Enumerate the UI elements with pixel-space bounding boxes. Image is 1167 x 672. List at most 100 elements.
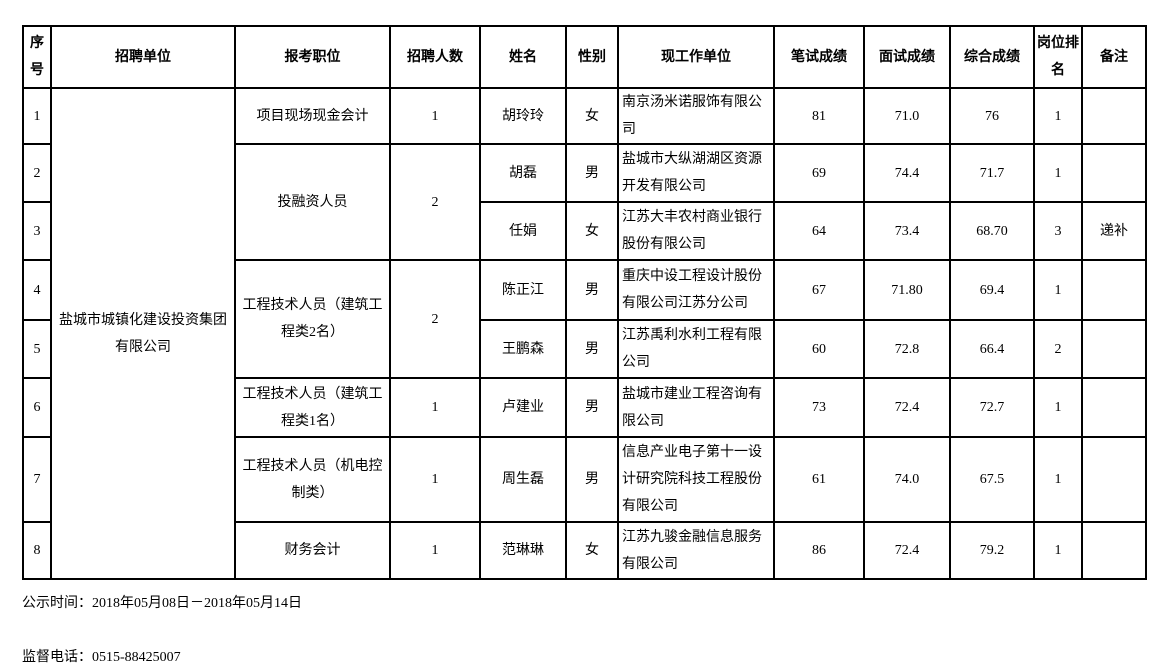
cell-interview-score: 72.8 (864, 320, 950, 378)
column-header-rank: 岗位排名 (1034, 26, 1082, 88)
cell-overall-score: 66.4 (950, 320, 1034, 378)
cell-gender: 男 (566, 144, 618, 202)
cell-rank: 2 (1034, 320, 1082, 378)
cell-count: 1 (390, 522, 480, 579)
cell-count: 1 (390, 88, 480, 144)
cell-name: 陈正江 (480, 260, 566, 320)
table-row-4: 4 工程技术人员（建筑工程类2名） 2 陈正江 男 重庆中设工程设计股份有限公司… (23, 260, 1146, 378)
cell-seq: 8 (23, 522, 51, 579)
cell-position: 工程技术人员（建筑工程类2名） (235, 260, 390, 378)
cell-position: 工程技术人员（建筑工程类1名） (235, 378, 390, 437)
cell-written-score: 81 (774, 88, 864, 144)
recruitment-results-table: 序号 招聘单位 报考职位 招聘人数 姓名 性别 现工作单位 笔试成绩 面试成绩 … (22, 25, 1147, 580)
cell-position: 投融资人员 (235, 144, 390, 260)
announcement-page: 序号 招聘单位 报考职位 招聘人数 姓名 性别 现工作单位 笔试成绩 面试成绩 … (0, 25, 1167, 672)
cell-overall-score: 79.2 (950, 522, 1034, 579)
cell-interview-score: 72.4 (864, 378, 950, 437)
cell-rank: 1 (1034, 144, 1082, 202)
cell-overall-score: 69.4 (950, 260, 1034, 320)
cell-note (1082, 144, 1146, 202)
cell-name: 任娟 (480, 202, 566, 260)
cell-gender: 男 (566, 260, 618, 320)
cell-overall-score: 72.7 (950, 378, 1034, 437)
publicity-period-label: 公示时间： (22, 596, 92, 611)
cell-position: 财务会计 (235, 522, 390, 579)
cell-overall-score: 71.7 (950, 144, 1034, 202)
cell-note (1082, 437, 1146, 522)
column-header-position: 报考职位 (235, 26, 390, 88)
cell-rank: 1 (1034, 88, 1082, 144)
cell-gender: 男 (566, 378, 618, 437)
cell-seq: 4 (23, 260, 51, 320)
table-row-2: 2 投融资人员 2 胡磊 男 盐城市大纵湖湖区资源开发有限公司 69 74.4 … (23, 144, 1146, 260)
cell-note (1082, 522, 1146, 579)
cell-written-score: 61 (774, 437, 864, 522)
cell-work-unit: 南京汤米诺服饰有限公司 (618, 88, 774, 144)
cell-overall-score: 67.5 (950, 437, 1034, 522)
cell-name: 卢建业 (480, 378, 566, 437)
cell-written-score: 67 (774, 260, 864, 320)
cell-rank: 1 (1034, 522, 1082, 579)
column-header-gender: 性别 (566, 26, 618, 88)
cell-work-unit: 江苏大丰农村商业银行股份有限公司 (618, 202, 774, 260)
column-header-written-score: 笔试成绩 (774, 26, 864, 88)
column-header-overall-score: 综合成绩 (950, 26, 1034, 88)
cell-note (1082, 260, 1146, 320)
cell-name: 胡磊 (480, 144, 566, 202)
cell-seq: 7 (23, 437, 51, 522)
cell-gender: 男 (566, 320, 618, 378)
cell-count: 1 (390, 437, 480, 522)
cell-gender: 女 (566, 522, 618, 579)
cell-work-unit: 信息产业电子第十一设计研究院科技工程股份有限公司 (618, 437, 774, 522)
table-row-7: 7 工程技术人员（机电控制类） 1 周生磊 男 信息产业电子第十一设计研究院科技… (23, 437, 1146, 522)
cell-name: 周生磊 (480, 437, 566, 522)
cell-work-unit: 重庆中设工程设计股份有限公司江苏分公司 (618, 260, 774, 320)
cell-rank: 1 (1034, 260, 1082, 320)
cell-written-score: 73 (774, 378, 864, 437)
supervision-phone: 监督电话：0515-88425007 (22, 646, 1167, 666)
cell-note: 递补 (1082, 202, 1146, 260)
cell-written-score: 86 (774, 522, 864, 579)
cell-seq: 6 (23, 378, 51, 437)
footer-notes: 公示时间：2018年05月08日－2018年05月14日 监督电话：0515-8… (22, 592, 1167, 666)
table-row-1: 1 盐城市城镇化建设投资集团有限公司 项目现场现金会计 1 胡玲玲 女 南京汤米… (23, 88, 1146, 579)
cell-note (1082, 378, 1146, 437)
header-row: 序号 招聘单位 报考职位 招聘人数 姓名 性别 现工作单位 笔试成绩 面试成绩 … (23, 26, 1146, 88)
column-header-seq: 序号 (23, 26, 51, 88)
cell-interview-score: 71.0 (864, 88, 950, 144)
cell-seq: 1 (23, 88, 51, 144)
cell-name: 范琳琳 (480, 522, 566, 579)
cell-work-unit: 盐城市大纵湖湖区资源开发有限公司 (618, 144, 774, 202)
cell-work-unit: 盐城市建业工程咨询有限公司 (618, 378, 774, 437)
column-header-interview-score: 面试成绩 (864, 26, 950, 88)
cell-written-score: 64 (774, 202, 864, 260)
cell-interview-score: 74.4 (864, 144, 950, 202)
supervision-phone-value: 0515-88425007 (92, 650, 181, 665)
cell-overall-score: 68.70 (950, 202, 1034, 260)
cell-interview-score: 71.80 (864, 260, 950, 320)
table-row-3: 3 任娟 女 江苏大丰农村商业银行股份有限公司 64 73.4 68.70 3 … (23, 202, 1146, 260)
table-row-5: 5 王鹏森 男 江苏禹利水利工程有限公司 60 72.8 66.4 2 (23, 320, 1146, 378)
column-header-recruiting-unit: 招聘单位 (51, 26, 235, 88)
supervision-phone-label: 监督电话： (22, 650, 92, 665)
cell-rank: 1 (1034, 437, 1082, 522)
column-header-name: 姓名 (480, 26, 566, 88)
cell-work-unit: 江苏禹利水利工程有限公司 (618, 320, 774, 378)
cell-interview-score: 74.0 (864, 437, 950, 522)
cell-count: 2 (390, 260, 480, 378)
cell-seq: 2 (23, 144, 51, 202)
cell-note (1082, 320, 1146, 378)
cell-name: 王鹏森 (480, 320, 566, 378)
table-row-6: 6 工程技术人员（建筑工程类1名） 1 卢建业 男 盐城市建业工程咨询有限公司 … (23, 378, 1146, 437)
cell-count: 2 (390, 144, 480, 260)
table-row-8: 8 财务会计 1 范琳琳 女 江苏九骏金融信息服务有限公司 86 72.4 79… (23, 522, 1146, 579)
column-header-work-unit: 现工作单位 (618, 26, 774, 88)
cell-written-score: 69 (774, 144, 864, 202)
cell-interview-score: 72.4 (864, 522, 950, 579)
cell-rank: 1 (1034, 378, 1082, 437)
column-header-count: 招聘人数 (390, 26, 480, 88)
cell-note (1082, 88, 1146, 144)
cell-gender: 男 (566, 437, 618, 522)
cell-interview-score: 73.4 (864, 202, 950, 260)
cell-overall-score: 76 (950, 88, 1034, 144)
